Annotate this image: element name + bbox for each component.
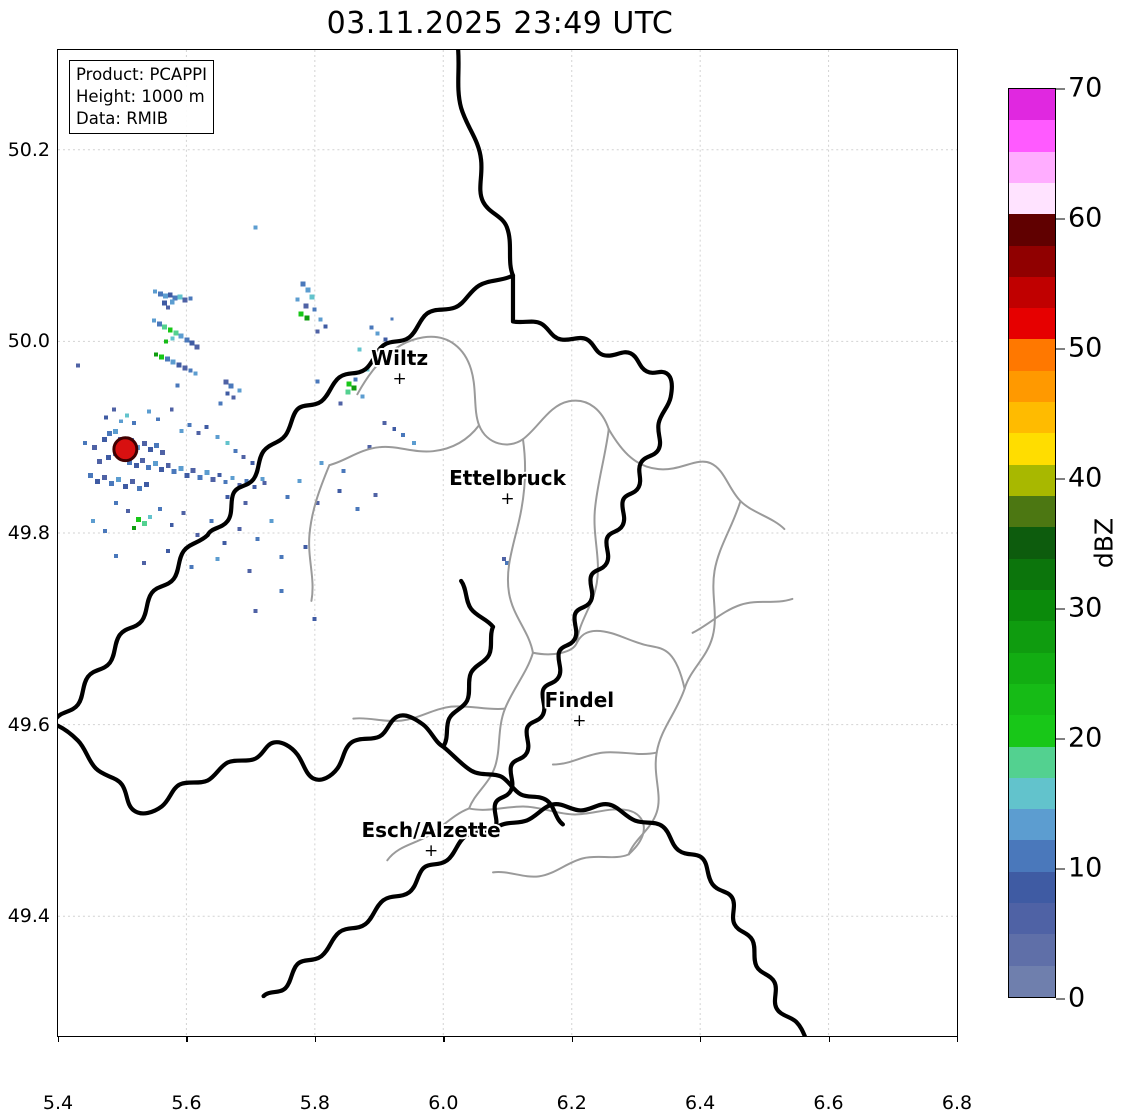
cbtick-20: 20 <box>1056 723 1102 754</box>
colorbar-band-17 <box>1009 433 1055 465</box>
xtick-mark-5 <box>700 1036 702 1042</box>
xtick-label: 6.2 <box>556 1092 587 1114</box>
xtick-mark-1 <box>186 1036 188 1042</box>
cbtick-40: 40 <box>1056 463 1102 494</box>
colorbar[interactable] <box>1008 88 1056 998</box>
cbtick-label: 30 <box>1068 592 1103 624</box>
ytick-label: 49.8 <box>7 521 50 544</box>
colorbar-band-2 <box>1009 903 1055 935</box>
xtick-mark-6 <box>828 1036 830 1042</box>
xtick-6-0: 6.0 <box>428 1092 458 1114</box>
info-product: Product: PCAPPI <box>76 65 207 84</box>
ytick-49-4: 49.4 <box>0 905 50 927</box>
colorbar-band-19 <box>1009 370 1055 403</box>
colorbar-ticks: 0 10 20 30 40 50 60 70 <box>1008 73 1138 1014</box>
xtick-label: 6.0 <box>428 1092 459 1114</box>
xtick-mark-3 <box>443 1036 445 1042</box>
ytick-label: 49.4 <box>7 905 50 928</box>
radar-site-marker <box>112 436 139 463</box>
xtick-5-6: 5.6 <box>171 1092 201 1114</box>
cbtick-70: 70 <box>1056 73 1102 104</box>
cbtick-30: 30 <box>1056 592 1102 623</box>
xtick-label: 5.8 <box>299 1092 330 1114</box>
colorbar-band-24 <box>1009 214 1055 246</box>
cbtick-10: 10 <box>1056 852 1102 883</box>
ytick-label: 50.0 <box>7 330 50 353</box>
colorbar-band-16 <box>1009 464 1055 496</box>
xtick-6-6: 6.6 <box>813 1092 843 1114</box>
xtick-6-2: 6.2 <box>557 1092 587 1114</box>
colorbar-band-9 <box>1009 683 1055 716</box>
colorbar-band-20 <box>1009 339 1055 371</box>
cbtick-0: 0 <box>1056 983 1085 1014</box>
xtick-mark-7 <box>957 1036 959 1042</box>
colorbar-band-15 <box>1009 496 1055 528</box>
colorbar-band-5 <box>1009 809 1055 841</box>
xtick-6-4: 6.4 <box>685 1092 715 1114</box>
colorbar-band-28 <box>1009 88 1055 121</box>
cbtick-50: 50 <box>1056 332 1102 363</box>
info-height: Height: 1000 m <box>76 86 205 106</box>
colorbar-band-22 <box>1009 276 1055 309</box>
colorbar-band-26 <box>1009 151 1055 183</box>
map-svg <box>58 50 957 1036</box>
colorbar-label: dBZ <box>1089 517 1119 569</box>
xtick-label: 5.4 <box>42 1092 74 1114</box>
cbtick-label: 0 <box>1068 982 1086 1014</box>
colorbar-band-12 <box>1009 589 1055 622</box>
cbtick-label: 10 <box>1068 852 1103 884</box>
radar-figure: 03.11.2025 23:49 UTC <box>8 6 1138 1114</box>
xtick-5-4: 5.4 <box>43 1092 73 1114</box>
cbtick-60: 60 <box>1056 203 1102 234</box>
admin-boundaries <box>308 335 794 878</box>
cbtick-label: 20 <box>1068 722 1103 754</box>
country-border <box>58 50 808 1036</box>
ytick-label: 49.6 <box>7 713 50 736</box>
xtick-5-8: 5.8 <box>300 1092 330 1114</box>
colorbar-band-27 <box>1009 120 1055 152</box>
xtick-mark-2 <box>314 1036 317 1042</box>
colorbar-band-1 <box>1009 934 1055 966</box>
map-axes[interactable]: Product: PCAPPI Height: 1000 m Data: RMI… <box>8 49 972 1114</box>
cbtick-label: 60 <box>1068 202 1103 234</box>
ytick-49-6: 49.6 <box>0 714 50 736</box>
cbtick-label: 40 <box>1068 462 1103 494</box>
colorbar-band-11 <box>1009 621 1055 653</box>
ytick-label: 50.2 <box>7 138 50 161</box>
xtick-label: 6.4 <box>685 1092 716 1114</box>
colorbar-band-6 <box>1009 777 1055 810</box>
xtick-mark-4 <box>571 1036 573 1042</box>
colorbar-band-10 <box>1009 652 1055 684</box>
xtick-6-8: 6.8 <box>942 1092 972 1114</box>
colorbar-band-25 <box>1009 182 1055 215</box>
colorbar-band-18 <box>1009 402 1055 434</box>
info-data: Data: RMIB <box>76 108 169 128</box>
colorbar-band-23 <box>1009 245 1055 277</box>
cbtick-label: 50 <box>1068 332 1103 364</box>
colorbar-band-14 <box>1009 527 1055 559</box>
ytick-49-8: 49.8 <box>0 522 50 544</box>
ytick-50-2: 50.2 <box>0 139 50 161</box>
ytick-50-0: 50.0 <box>0 330 50 352</box>
colorbar-band-7 <box>1009 746 1055 778</box>
xtick-mark-0 <box>58 1036 60 1042</box>
colorbar-band-8 <box>1009 715 1055 747</box>
xtick-label: 6.6 <box>813 1092 844 1114</box>
info-box: Product: PCAPPI Height: 1000 m Data: RMI… <box>69 60 214 135</box>
radar-echo-layer <box>75 225 509 621</box>
cbtick-label: 70 <box>1068 72 1103 104</box>
colorbar-band-3 <box>1009 871 1055 904</box>
colorbar-band-21 <box>1009 308 1055 340</box>
xtick-label: 6.8 <box>941 1092 973 1114</box>
colorbar-band-0 <box>1009 965 1055 997</box>
colorbar-band-4 <box>1009 840 1055 872</box>
colorbar-band-13 <box>1009 558 1055 590</box>
xtick-label: 5.6 <box>171 1092 202 1114</box>
page-title: 03.11.2025 23:49 UTC <box>326 6 674 41</box>
